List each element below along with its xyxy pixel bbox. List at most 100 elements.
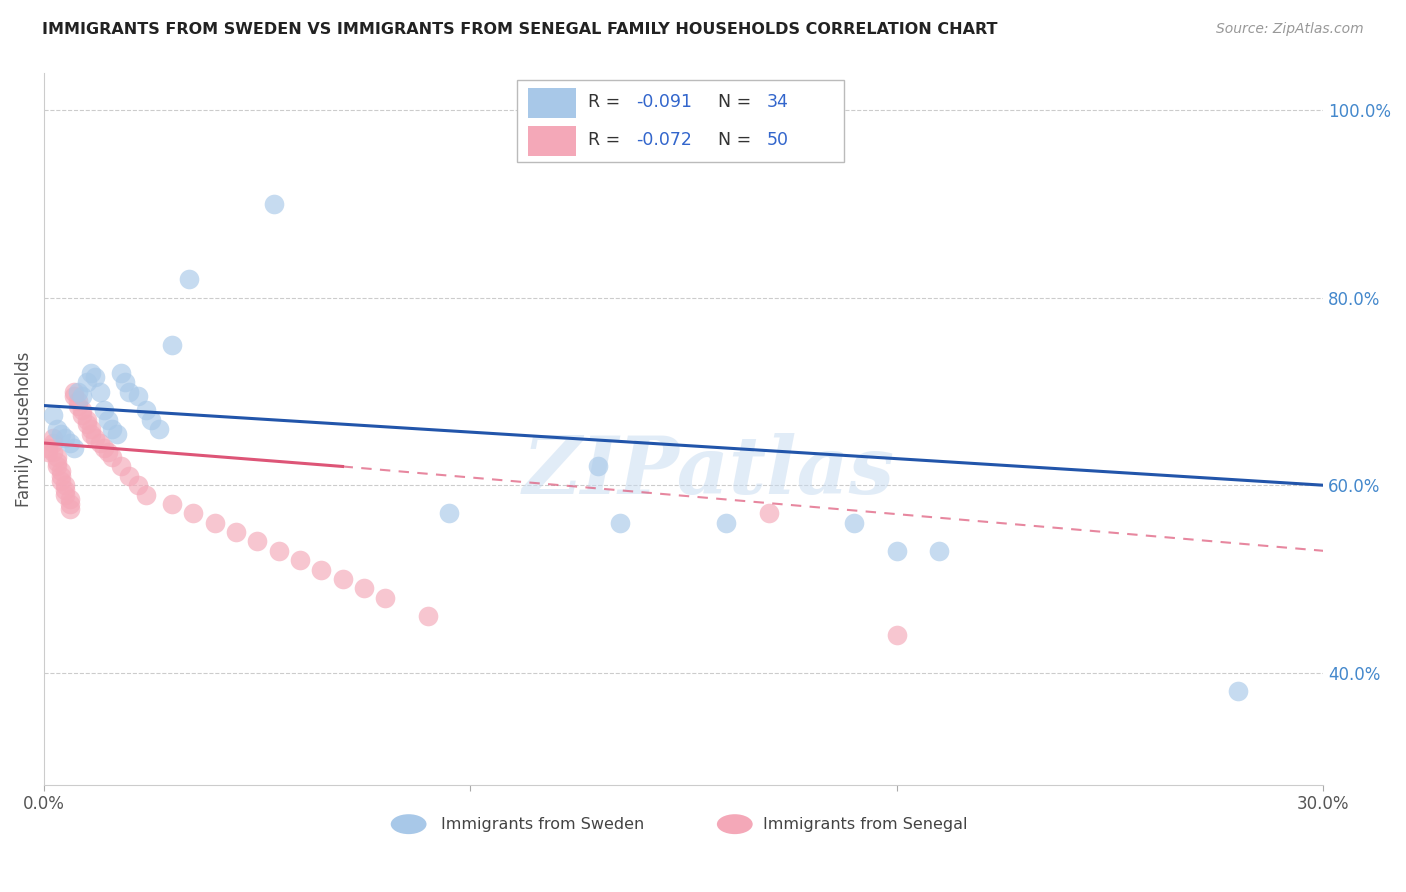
Point — [51, 474, 73, 488]
Point — [63, 384, 86, 399]
Point — [76, 412, 98, 426]
Point — [41, 445, 63, 459]
Point — [886, 628, 908, 642]
Point — [353, 581, 375, 595]
Y-axis label: Family Households: Family Households — [15, 351, 32, 507]
Point — [225, 524, 247, 539]
Point — [177, 272, 200, 286]
Point — [80, 366, 103, 380]
Point — [135, 487, 157, 501]
Point — [55, 487, 77, 501]
Point — [37, 441, 59, 455]
Point — [41, 408, 63, 422]
Point — [101, 422, 124, 436]
Text: N =: N = — [718, 131, 756, 149]
Text: Source: ZipAtlas.com: Source: ZipAtlas.com — [1216, 22, 1364, 37]
Point — [118, 384, 141, 399]
Point — [84, 370, 107, 384]
Point — [1226, 684, 1249, 698]
Point — [51, 468, 73, 483]
Point — [55, 483, 77, 497]
Point — [37, 445, 59, 459]
Point — [72, 408, 94, 422]
Point — [67, 384, 90, 399]
Point — [59, 497, 82, 511]
Point — [416, 609, 439, 624]
Point — [84, 431, 107, 445]
FancyBboxPatch shape — [517, 80, 844, 162]
Point — [246, 534, 269, 549]
Point — [55, 431, 77, 445]
Point — [51, 464, 73, 478]
Point — [101, 450, 124, 464]
Point — [844, 516, 866, 530]
Point — [183, 506, 205, 520]
Point — [758, 506, 780, 520]
Point — [89, 436, 111, 450]
Text: -0.072: -0.072 — [637, 131, 692, 149]
Point — [97, 412, 120, 426]
Text: IMMIGRANTS FROM SWEDEN VS IMMIGRANTS FROM SENEGAL FAMILY HOUSEHOLDS CORRELATION : IMMIGRANTS FROM SWEDEN VS IMMIGRANTS FRO… — [42, 22, 998, 37]
Point — [93, 441, 115, 455]
Circle shape — [391, 814, 426, 834]
Point — [51, 426, 73, 441]
Point — [309, 562, 332, 576]
Point — [139, 412, 162, 426]
Point — [80, 426, 103, 441]
Text: Immigrants from Sweden: Immigrants from Sweden — [440, 817, 644, 831]
Point — [72, 403, 94, 417]
Point — [76, 417, 98, 432]
Point — [45, 459, 67, 474]
Point — [89, 384, 111, 399]
Text: R =: R = — [588, 131, 626, 149]
Bar — [527, 88, 576, 118]
Point — [45, 450, 67, 464]
Point — [288, 553, 311, 567]
Point — [609, 516, 631, 530]
Point — [374, 591, 396, 605]
Point — [886, 543, 908, 558]
Point — [127, 478, 149, 492]
Point — [55, 478, 77, 492]
Text: Immigrants from Senegal: Immigrants from Senegal — [763, 817, 967, 831]
Point — [332, 572, 354, 586]
Point — [263, 197, 285, 211]
Point — [97, 445, 120, 459]
Point — [59, 492, 82, 507]
Circle shape — [717, 814, 752, 834]
Point — [716, 516, 738, 530]
Point — [105, 426, 128, 441]
Point — [928, 543, 950, 558]
Text: 50: 50 — [766, 131, 789, 149]
Point — [118, 468, 141, 483]
Point — [160, 337, 183, 351]
Point — [67, 399, 90, 413]
Point — [45, 422, 67, 436]
Point — [267, 543, 290, 558]
Text: 34: 34 — [766, 93, 789, 112]
Point — [160, 497, 183, 511]
Point — [135, 403, 157, 417]
Point — [59, 436, 82, 450]
Point — [63, 389, 86, 403]
Point — [76, 375, 98, 389]
Point — [93, 403, 115, 417]
Text: -0.091: -0.091 — [637, 93, 692, 112]
Point — [148, 422, 170, 436]
Point — [72, 389, 94, 403]
Point — [41, 431, 63, 445]
Point — [204, 516, 226, 530]
Text: N =: N = — [718, 93, 756, 112]
Bar — [527, 126, 576, 155]
Point — [67, 393, 90, 408]
Point — [45, 455, 67, 469]
Point — [127, 389, 149, 403]
Point — [110, 366, 132, 380]
Text: ZIPatlas: ZIPatlas — [523, 433, 896, 510]
Point — [437, 506, 460, 520]
Point — [80, 422, 103, 436]
Point — [41, 436, 63, 450]
Point — [588, 459, 610, 474]
Point — [110, 459, 132, 474]
Text: R =: R = — [588, 93, 626, 112]
